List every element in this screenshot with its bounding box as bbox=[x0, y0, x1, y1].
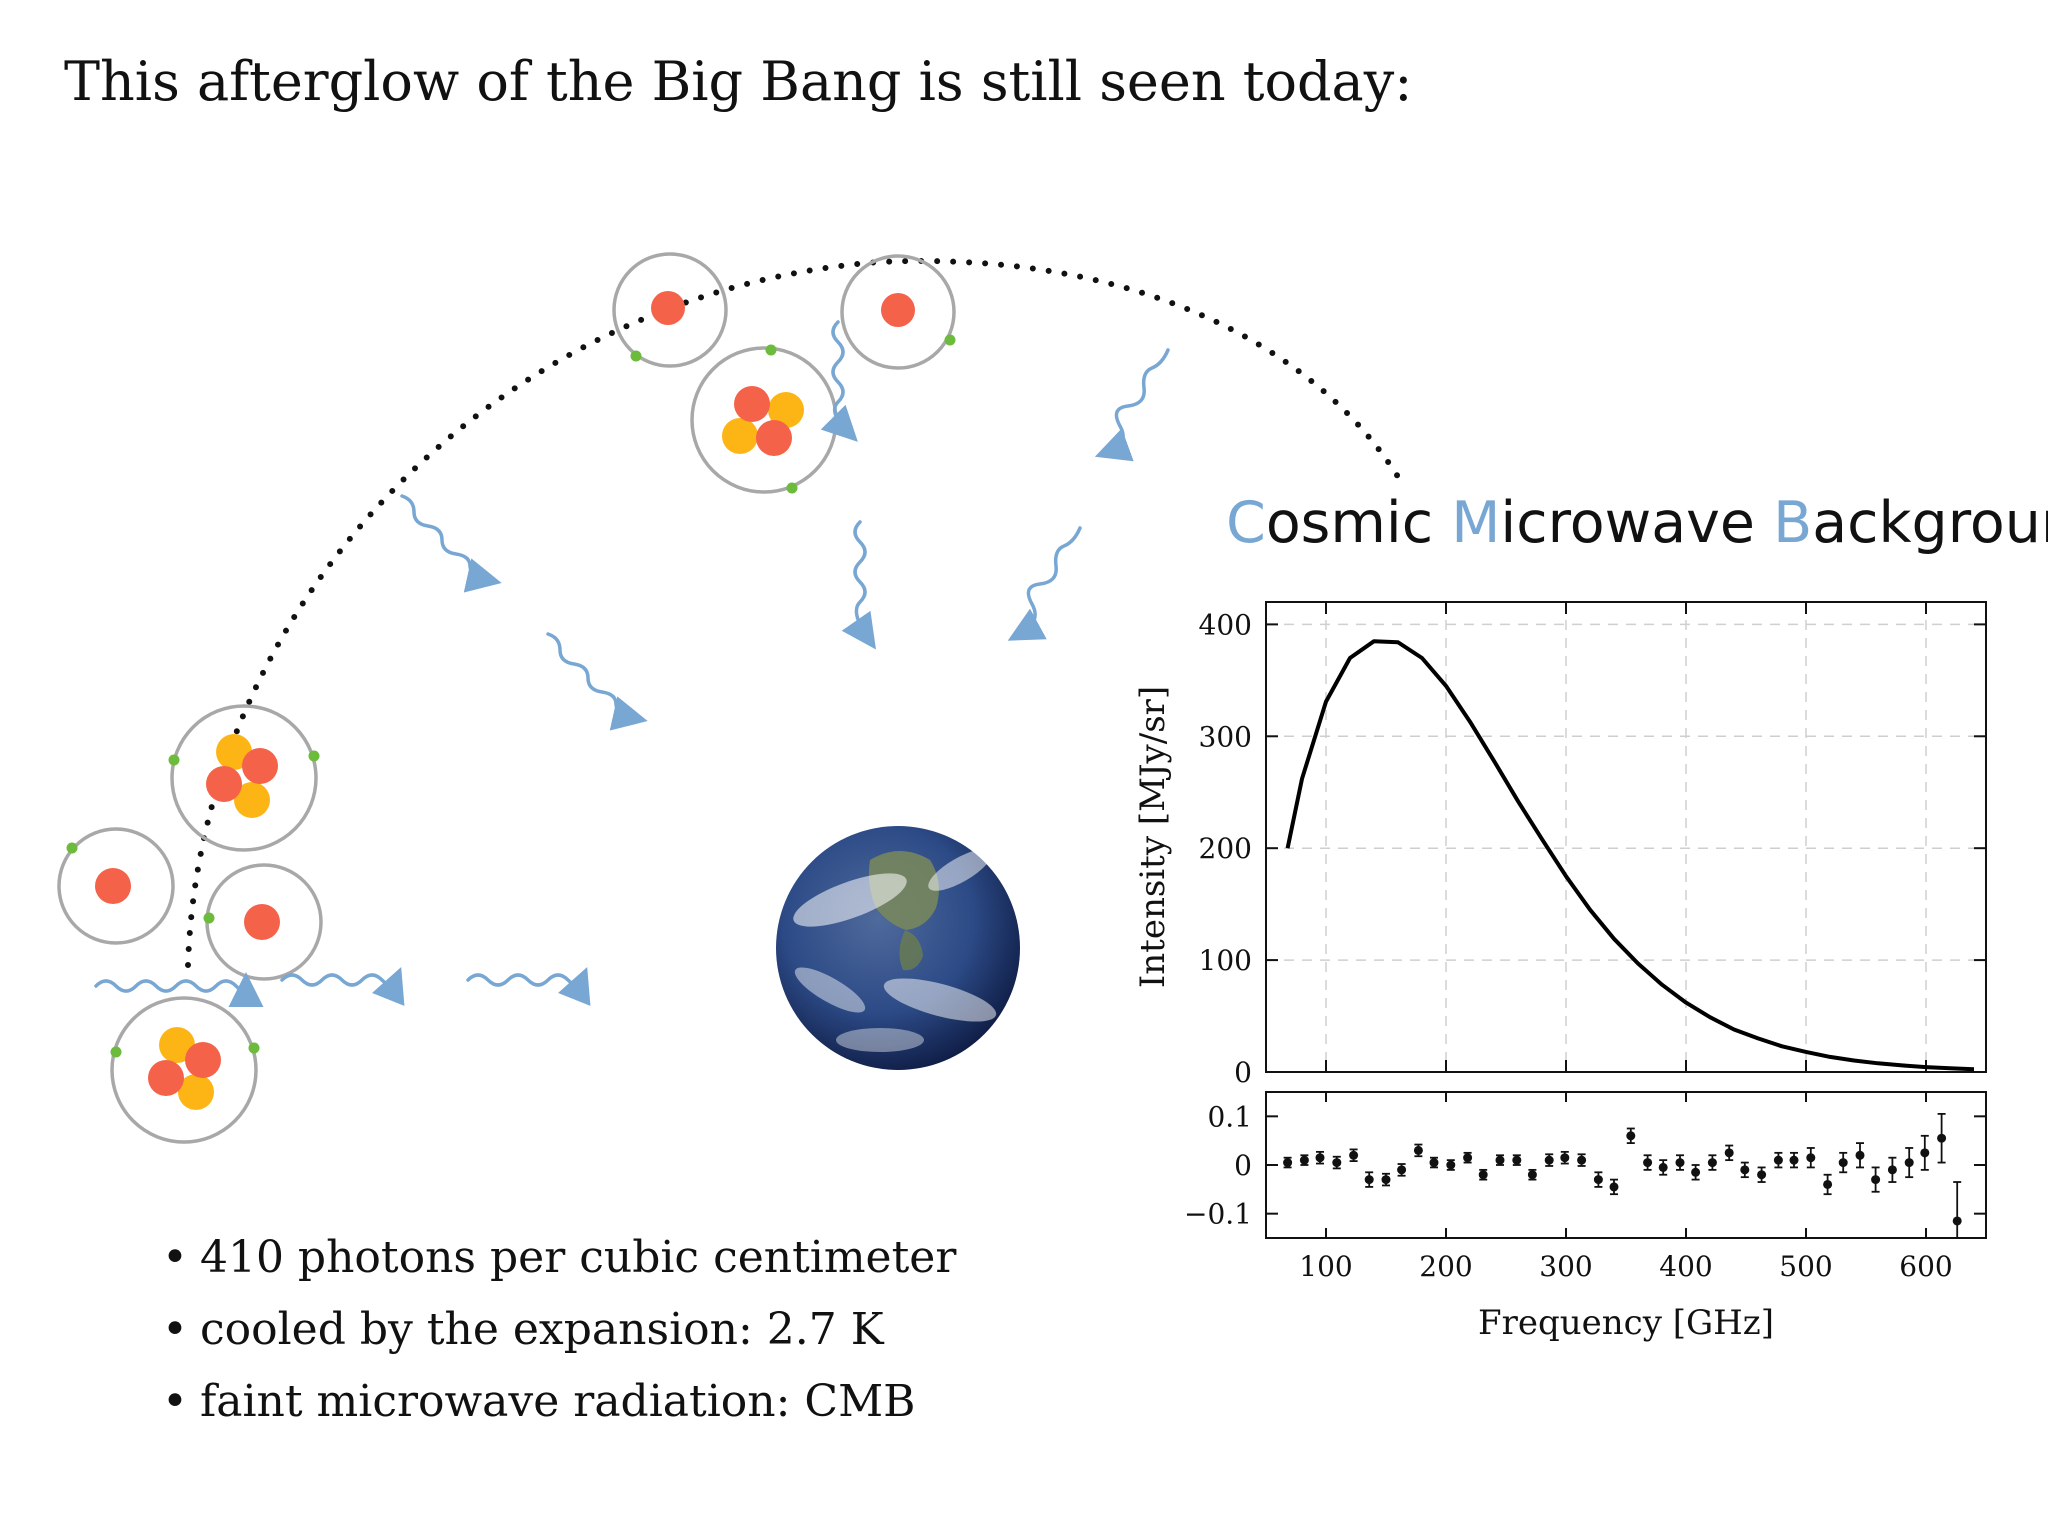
photon-wave-icon bbox=[546, 632, 648, 731]
residual-point bbox=[1478, 1170, 1488, 1180]
bullet-photon-density: 410 photons per cubic centimeter bbox=[162, 1222, 956, 1294]
bullet-list: 410 photons per cubic centimeter cooled … bbox=[162, 1222, 956, 1438]
bullet-cmb: faint microwave radiation: CMB bbox=[162, 1366, 956, 1438]
x-tick-label: 200 bbox=[1419, 1250, 1472, 1283]
photon-wave-icon bbox=[400, 494, 502, 593]
residual-point bbox=[1429, 1158, 1439, 1168]
residual-point bbox=[1397, 1165, 1407, 1175]
photon-wave-icon bbox=[280, 967, 405, 1007]
x-tick-label: 500 bbox=[1779, 1250, 1832, 1283]
earth-icon bbox=[776, 826, 1020, 1070]
y-tick-label: 0 bbox=[1234, 1149, 1252, 1182]
residual-point bbox=[1364, 1175, 1374, 1185]
residual-point bbox=[1332, 1158, 1342, 1168]
residual-point bbox=[1773, 1155, 1783, 1165]
hydrogen-atom-icon bbox=[612, 252, 728, 368]
cmb-spectrum-line bbox=[1285, 639, 1975, 1072]
residual-point bbox=[1707, 1158, 1717, 1168]
slide-title: This afterglow of the Big Bang is still … bbox=[64, 50, 1413, 113]
helium-atom-icon bbox=[168, 704, 320, 852]
residual-point bbox=[1675, 1158, 1685, 1168]
residual-point bbox=[1381, 1175, 1391, 1185]
residual-point bbox=[1691, 1167, 1701, 1177]
residual-point bbox=[1495, 1155, 1505, 1165]
residual-point bbox=[1527, 1170, 1537, 1180]
residual-point bbox=[1643, 1158, 1653, 1168]
residual-point bbox=[1904, 1158, 1914, 1168]
photon-wave-icon bbox=[1094, 348, 1170, 462]
photon-wave-icon bbox=[820, 320, 858, 442]
residual-point bbox=[1560, 1153, 1570, 1163]
x-tick-label: 400 bbox=[1659, 1250, 1712, 1283]
cmb-title-initial-b: B bbox=[1773, 490, 1813, 556]
x-tick-label: 600 bbox=[1899, 1250, 1952, 1283]
y-tick-label: 400 bbox=[1199, 608, 1252, 641]
hydrogen-atom-icon bbox=[203, 863, 323, 981]
residual-point bbox=[1577, 1155, 1587, 1165]
residual-point bbox=[1887, 1165, 1897, 1175]
bullet-temperature: cooled by the expansion: 2.7 K bbox=[162, 1294, 956, 1366]
y-tick-label: −0.1 bbox=[1184, 1198, 1252, 1231]
residual-point bbox=[1626, 1131, 1636, 1141]
photon-wave-icon bbox=[1007, 526, 1082, 641]
photon-wave-icon bbox=[466, 967, 591, 1007]
residual-point bbox=[1446, 1160, 1456, 1170]
residual-point bbox=[1838, 1158, 1848, 1168]
residual-point bbox=[1349, 1150, 1359, 1160]
hydrogen-atom-icon bbox=[57, 827, 175, 945]
x-tick-label: 100 bbox=[1299, 1250, 1352, 1283]
residual-point bbox=[1806, 1153, 1816, 1163]
y-tick-label: 0.1 bbox=[1207, 1100, 1252, 1133]
cmb-title: Cosmic Microwave Background bbox=[1226, 490, 2048, 556]
cmb-title-initial-m: M bbox=[1451, 490, 1501, 556]
residual-plot-frame bbox=[1265, 1091, 1987, 1239]
hydrogen-atom-icon bbox=[840, 254, 956, 370]
residual-point bbox=[1413, 1145, 1423, 1155]
residual-point bbox=[1544, 1155, 1554, 1165]
photon-wave-icon bbox=[841, 520, 876, 650]
residual-point bbox=[1823, 1179, 1833, 1189]
residual-point bbox=[1658, 1162, 1668, 1172]
cmb-title-initial-c: C bbox=[1226, 490, 1266, 556]
residual-point bbox=[1871, 1175, 1881, 1185]
helium-atom-icon bbox=[110, 996, 260, 1144]
main-plot-frame bbox=[1265, 601, 1987, 1073]
residual-point bbox=[1724, 1148, 1734, 1158]
residual-point bbox=[1855, 1150, 1865, 1160]
residual-point bbox=[1315, 1153, 1325, 1163]
x-tick-label: 300 bbox=[1539, 1250, 1592, 1283]
residual-point bbox=[1740, 1165, 1750, 1175]
x-axis-label: Frequency [GHz] bbox=[1478, 1303, 1774, 1343]
cmb-title-rest-1: osmic bbox=[1265, 490, 1434, 556]
residual-point bbox=[1299, 1155, 1309, 1165]
residual-point bbox=[1512, 1155, 1522, 1165]
residual-point bbox=[1463, 1153, 1473, 1163]
y-tick-label: 100 bbox=[1199, 944, 1252, 977]
residual-point bbox=[1920, 1148, 1930, 1158]
residual-point bbox=[1789, 1155, 1799, 1165]
residual-point bbox=[1283, 1158, 1293, 1168]
photon-wave-icon bbox=[94, 972, 264, 1008]
y-axis-label: Intensity [MJy/sr] bbox=[1133, 686, 1173, 988]
residual-point bbox=[1757, 1170, 1767, 1180]
y-tick-label: 200 bbox=[1199, 832, 1252, 865]
residual-point bbox=[1609, 1182, 1619, 1192]
residual-point bbox=[1593, 1175, 1603, 1185]
cmb-title-rest-3: ackground bbox=[1812, 490, 2048, 556]
cmb-title-rest-2: icrowave bbox=[1500, 490, 1755, 556]
residual-point bbox=[1937, 1133, 1947, 1143]
y-tick-label: 300 bbox=[1199, 720, 1252, 753]
residual-point bbox=[1952, 1216, 1962, 1226]
y-tick-label: 0 bbox=[1234, 1056, 1252, 1089]
